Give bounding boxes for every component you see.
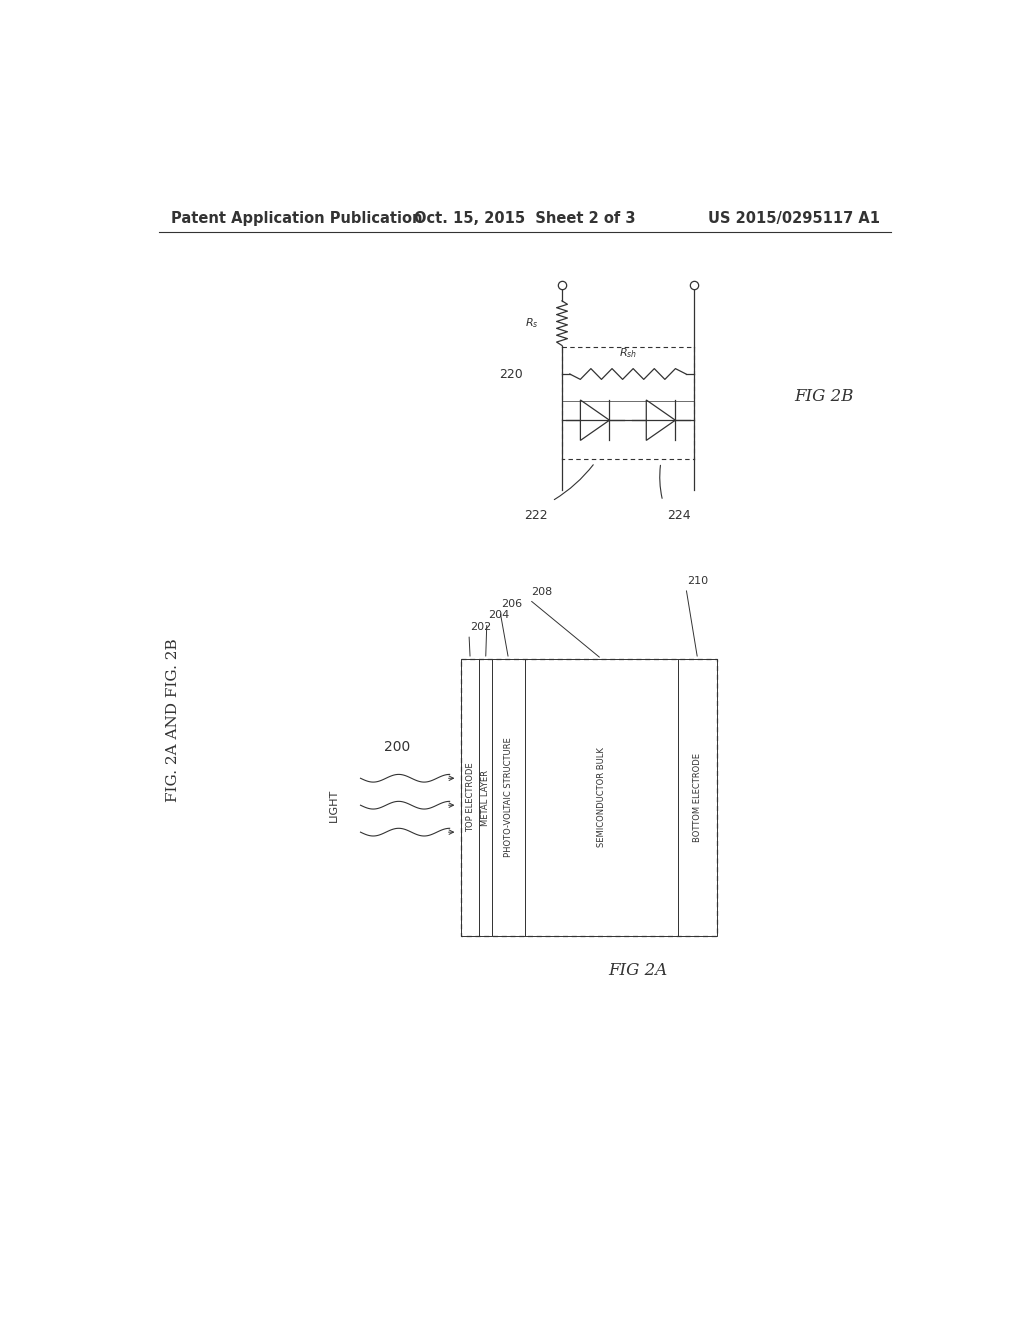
Text: 208: 208: [531, 587, 552, 597]
Text: FIG. 2A AND FIG. 2B: FIG. 2A AND FIG. 2B: [166, 639, 180, 803]
Text: $R_{sh}$: $R_{sh}$: [618, 346, 637, 360]
Text: $R_s$: $R_s$: [525, 317, 539, 330]
Text: 202: 202: [471, 622, 492, 632]
Text: METAL LAYER: METAL LAYER: [481, 770, 490, 825]
Text: SEMICONDUCTOR BULK: SEMICONDUCTOR BULK: [597, 747, 606, 847]
Bar: [493, 659, 524, 936]
Text: 200: 200: [384, 741, 410, 754]
Text: 220: 220: [500, 367, 523, 380]
Text: 204: 204: [488, 610, 510, 620]
Text: LIGHT: LIGHT: [329, 788, 338, 822]
Polygon shape: [581, 400, 609, 441]
Bar: [479, 659, 493, 936]
Text: 224: 224: [667, 508, 690, 521]
Bar: [461, 659, 479, 936]
Text: FIG 2A: FIG 2A: [608, 961, 668, 978]
Text: Oct. 15, 2015  Sheet 2 of 3: Oct. 15, 2015 Sheet 2 of 3: [414, 211, 636, 226]
Text: BOTTOM ELECTRODE: BOTTOM ELECTRODE: [693, 752, 702, 842]
Bar: [678, 659, 717, 936]
Text: TOP ELECTRODE: TOP ELECTRODE: [466, 763, 475, 833]
Text: 222: 222: [524, 508, 548, 521]
Text: US 2015/0295117 A1: US 2015/0295117 A1: [708, 211, 880, 226]
Bar: [461, 659, 717, 936]
Bar: [524, 659, 678, 936]
Text: Patent Application Publication: Patent Application Publication: [171, 211, 422, 226]
Text: 206: 206: [502, 599, 522, 609]
Bar: [562, 347, 693, 459]
Text: PHOTO-VOLTAIC STRUCTURE: PHOTO-VOLTAIC STRUCTURE: [504, 738, 513, 858]
Text: 210: 210: [687, 576, 709, 586]
Text: FIG 2B: FIG 2B: [795, 388, 854, 405]
Polygon shape: [646, 400, 676, 441]
